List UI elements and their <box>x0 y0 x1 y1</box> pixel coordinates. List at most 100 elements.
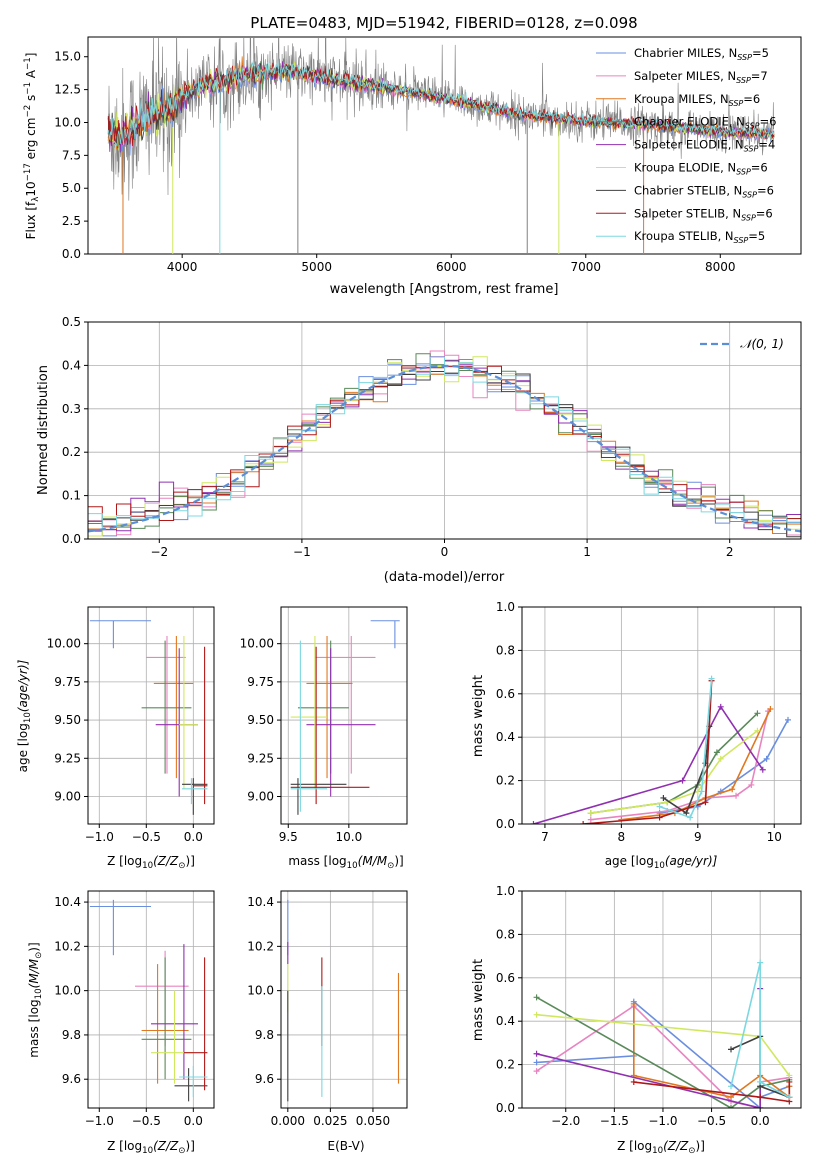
errorbar-point-sm <box>135 950 189 1046</box>
y-tick-label: 9.25 <box>54 751 81 765</box>
x-tick-label: −1.0 <box>85 830 114 844</box>
weight-marker-se <box>717 703 724 710</box>
mass-vs-Z-ylabel: mass [log10(M/M⊙)] <box>27 942 44 1057</box>
mass-vs-ebv-xlabel: E(B-V) <box>327 1139 364 1153</box>
y-tick-label: 0.2 <box>496 774 515 788</box>
y-tick-label: 0.8 <box>496 927 515 941</box>
y-tick-label: 0.0 <box>496 1101 515 1115</box>
y-tick-label: 10.0 <box>54 984 81 998</box>
x-tick-label: 8 <box>618 830 626 844</box>
y-tick-label: 15.0 <box>54 50 81 64</box>
mass-vs-Z-xlabel: Z [log10(Z/Z⊙)] <box>107 1139 195 1156</box>
plot-area <box>287 899 400 1102</box>
weight-marker-se <box>679 777 686 784</box>
y-tick-label: 9.00 <box>54 789 81 803</box>
y-tick-label: 0.4 <box>62 358 81 372</box>
weight-series-se <box>533 705 764 824</box>
errorbar-point-ks <box>290 640 328 812</box>
y-tick-label: 10.00 <box>240 637 274 651</box>
residual-histogram-sm <box>88 350 801 536</box>
weight-marker-sm <box>533 1068 540 1075</box>
y-tick-label: 7.5 <box>62 148 81 162</box>
y-tick-label: 9.8 <box>255 1028 274 1042</box>
errorbar-point-cm <box>370 620 400 649</box>
errorbar-point-ce <box>141 640 192 774</box>
weight-marker-cm <box>533 1059 540 1066</box>
weight-vs-Z-xlabel: Z [log10(Z/Z⊙)] <box>617 1139 705 1156</box>
legend-entry-ks: Kroupa STELIB, NSSP=5 <box>634 229 765 245</box>
weight-marker-ce <box>533 994 540 1001</box>
y-tick-label: 9.8 <box>62 1028 81 1042</box>
legend-entry-ce: Chabrier ELODIE, NSSP=6 <box>634 115 776 131</box>
y-tick-label: 0.0 <box>496 817 515 831</box>
errorbar-point-ss <box>193 646 208 805</box>
x-tick-label: 0.025 <box>313 1114 347 1128</box>
age-vs-Z-ylabel: age [log10(age/yr)] <box>16 659 33 772</box>
spectrum-title: PLATE=0483, MJD=51942, FIBERID=0128, z=0… <box>250 14 637 32</box>
weight-marker-ss <box>786 1078 793 1085</box>
errorbar-point-sm <box>314 636 376 774</box>
model-spectrum-ss <box>107 62 775 147</box>
weight-marker-sm <box>587 816 594 823</box>
weight-marker-ks <box>728 1083 735 1090</box>
weight-series-ce <box>536 996 790 1108</box>
y-tick-label: 9.00 <box>247 789 274 803</box>
legend-entry-ss: Salpeter STELIB, NSSP=6 <box>634 206 773 222</box>
y-tick-label: 9.50 <box>247 713 274 727</box>
y-tick-label: 0.4 <box>496 1014 515 1028</box>
y-tick-label: 10.4 <box>54 895 81 909</box>
weight-series-ks <box>659 678 713 819</box>
legend-entry-gaussian: 𝒩(0, 1) <box>740 337 784 351</box>
weight-marker-cm <box>785 716 792 723</box>
plot-area <box>290 620 400 815</box>
x-tick-label: −1.0 <box>85 1114 114 1128</box>
y-tick-label: 0.0 <box>62 247 81 261</box>
axes-age_vs_mass: 9.5 10.0 9.00 9.25 9.50 9.75 10.00 mass [log10(… <box>240 606 408 871</box>
x-tick-label: 1 <box>583 545 591 559</box>
y-tick-label: 1.0 <box>496 600 515 614</box>
y-tick-label: 10.0 <box>247 984 274 998</box>
y-tick-label: 10.0 <box>54 115 81 129</box>
weight-marker-cs <box>660 794 667 801</box>
errorbar-point-ke <box>179 636 199 789</box>
weight-marker-km <box>767 705 774 712</box>
weight-marker-sm <box>748 781 755 788</box>
errorbar-point-km <box>306 636 353 779</box>
weight-series-ce <box>590 712 758 814</box>
y-tick-label: 2.5 <box>62 214 81 228</box>
y-tick-label: 0.5 <box>62 315 81 329</box>
y-tick-label: 0.3 <box>62 402 81 416</box>
axes-residuals: −2 −1 0 1 2 0.0 0.1 0.2 0.3 0.4 0.5 𝒩(0, 1) (data-mo… <box>36 315 802 585</box>
gaussian-curve <box>88 364 801 533</box>
x-tick-label: 7000 <box>570 260 601 274</box>
weight-marker-se <box>533 1050 540 1057</box>
axes-frame <box>280 890 408 1109</box>
y-tick-label: 0.2 <box>496 1058 515 1072</box>
y-tick-label: 5.0 <box>62 181 81 195</box>
weight-marker-ks <box>698 788 705 795</box>
weight-series-cs <box>662 726 711 815</box>
weight-vs-Z-ylabel: mass weight <box>471 959 486 1041</box>
x-tick-label: 2 <box>726 545 734 559</box>
plot-area <box>533 959 793 1108</box>
y-tick-label: 12.5 <box>54 83 81 97</box>
axes-mass_vs_EBV: 0.000 0.025 0.050 9.6 9.8 10.0 10.2 10.4 E(B-V) <box>247 890 408 1153</box>
spectrum-xlabel: wavelength [Angstrom, rest frame] <box>330 282 559 297</box>
weight-marker-ss <box>580 821 587 824</box>
weight-marker-cs <box>683 810 690 817</box>
y-tick-label: 1.0 <box>496 884 515 898</box>
x-tick-label: 4000 <box>167 260 198 274</box>
errorbar-point-ks <box>182 778 208 805</box>
weight-marker-ke <box>717 755 724 762</box>
x-tick-label: −2 <box>150 545 168 559</box>
weight-marker-km <box>618 816 625 823</box>
x-tick-label: 7 <box>541 830 549 844</box>
errorbar-point-cm <box>89 620 151 649</box>
plot-area <box>89 620 208 815</box>
legend: Chabrier MILES, NSSP=5 Salpeter MILES, NS… <box>596 46 776 245</box>
weight-series-ks <box>730 962 790 1098</box>
age-vs-Z-xlabel: Z [log10(Z/Z⊙)] <box>107 854 195 871</box>
weight-marker-se <box>757 1105 764 1108</box>
weight-marker-ce <box>713 749 720 756</box>
